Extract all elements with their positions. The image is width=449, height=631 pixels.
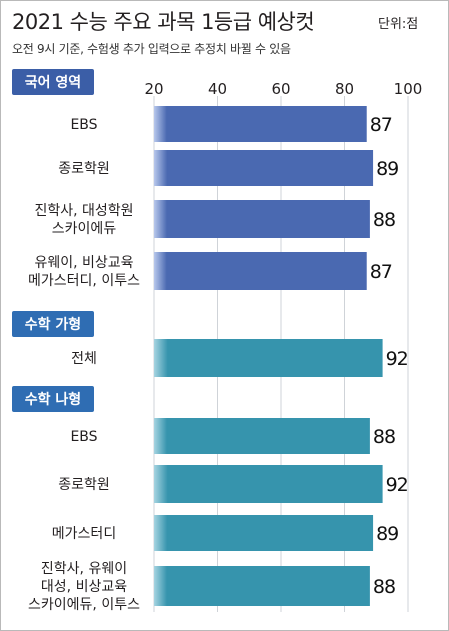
value-label: 88: [373, 576, 395, 598]
bar: [154, 465, 383, 503]
value-label: 92: [386, 474, 408, 496]
value-label: 87: [370, 114, 392, 136]
value-label: 89: [376, 158, 398, 180]
category-label: 진학사, 유웨이: [41, 561, 127, 577]
bar: [154, 252, 367, 290]
bar: [154, 515, 374, 551]
x-tick-label: 80: [335, 80, 354, 98]
category-label: 메가스터디: [52, 526, 116, 542]
section-label-box: [12, 311, 94, 337]
chart-note: 오전 9시 기준, 수험생 추가 입력으로 추정치 바뀔 수 있음: [12, 42, 291, 56]
chart-title: 2021 수능 주요 과목 1등급 예상컷: [12, 10, 315, 34]
value-label: 88: [373, 209, 395, 231]
category-label: 종로학원: [58, 161, 110, 177]
section-label: 국어 영역: [25, 74, 81, 91]
category-label: 진학사, 대성학원: [34, 203, 133, 219]
section-label: 수학 나형: [25, 391, 81, 408]
section-label: 수학 가형: [25, 316, 81, 333]
bar: [154, 339, 383, 377]
value-label: 89: [376, 523, 398, 545]
bar: [154, 106, 367, 142]
value-label: 87: [370, 261, 392, 283]
category-label: EBS: [70, 429, 97, 445]
value-label: 88: [373, 426, 395, 448]
unit-label: 단위:점: [378, 17, 419, 32]
bar: [154, 566, 370, 606]
category-label: 메가스터디, 이투스: [28, 273, 140, 289]
x-tick-label: 40: [208, 80, 227, 98]
category-label: 유웨이, 비상교육: [34, 255, 133, 271]
x-tick-label: 100: [394, 80, 423, 98]
bar: [154, 150, 374, 186]
category-label: EBS: [70, 117, 97, 133]
x-tick-label: 20: [144, 80, 163, 98]
category-label: 스카이에듀, 이투스: [28, 597, 140, 613]
section-label-box: [12, 386, 94, 412]
section-label-box: [12, 69, 94, 95]
value-label: 92: [386, 348, 408, 370]
category-label: 대성, 비상교육: [41, 579, 127, 595]
bar: [154, 200, 370, 238]
category-label: 종로학원: [58, 477, 110, 493]
category-label: 스카이에듀: [52, 221, 117, 237]
category-label: 전체: [71, 351, 97, 367]
x-tick-label: 60: [271, 80, 290, 98]
bar: [154, 418, 370, 454]
